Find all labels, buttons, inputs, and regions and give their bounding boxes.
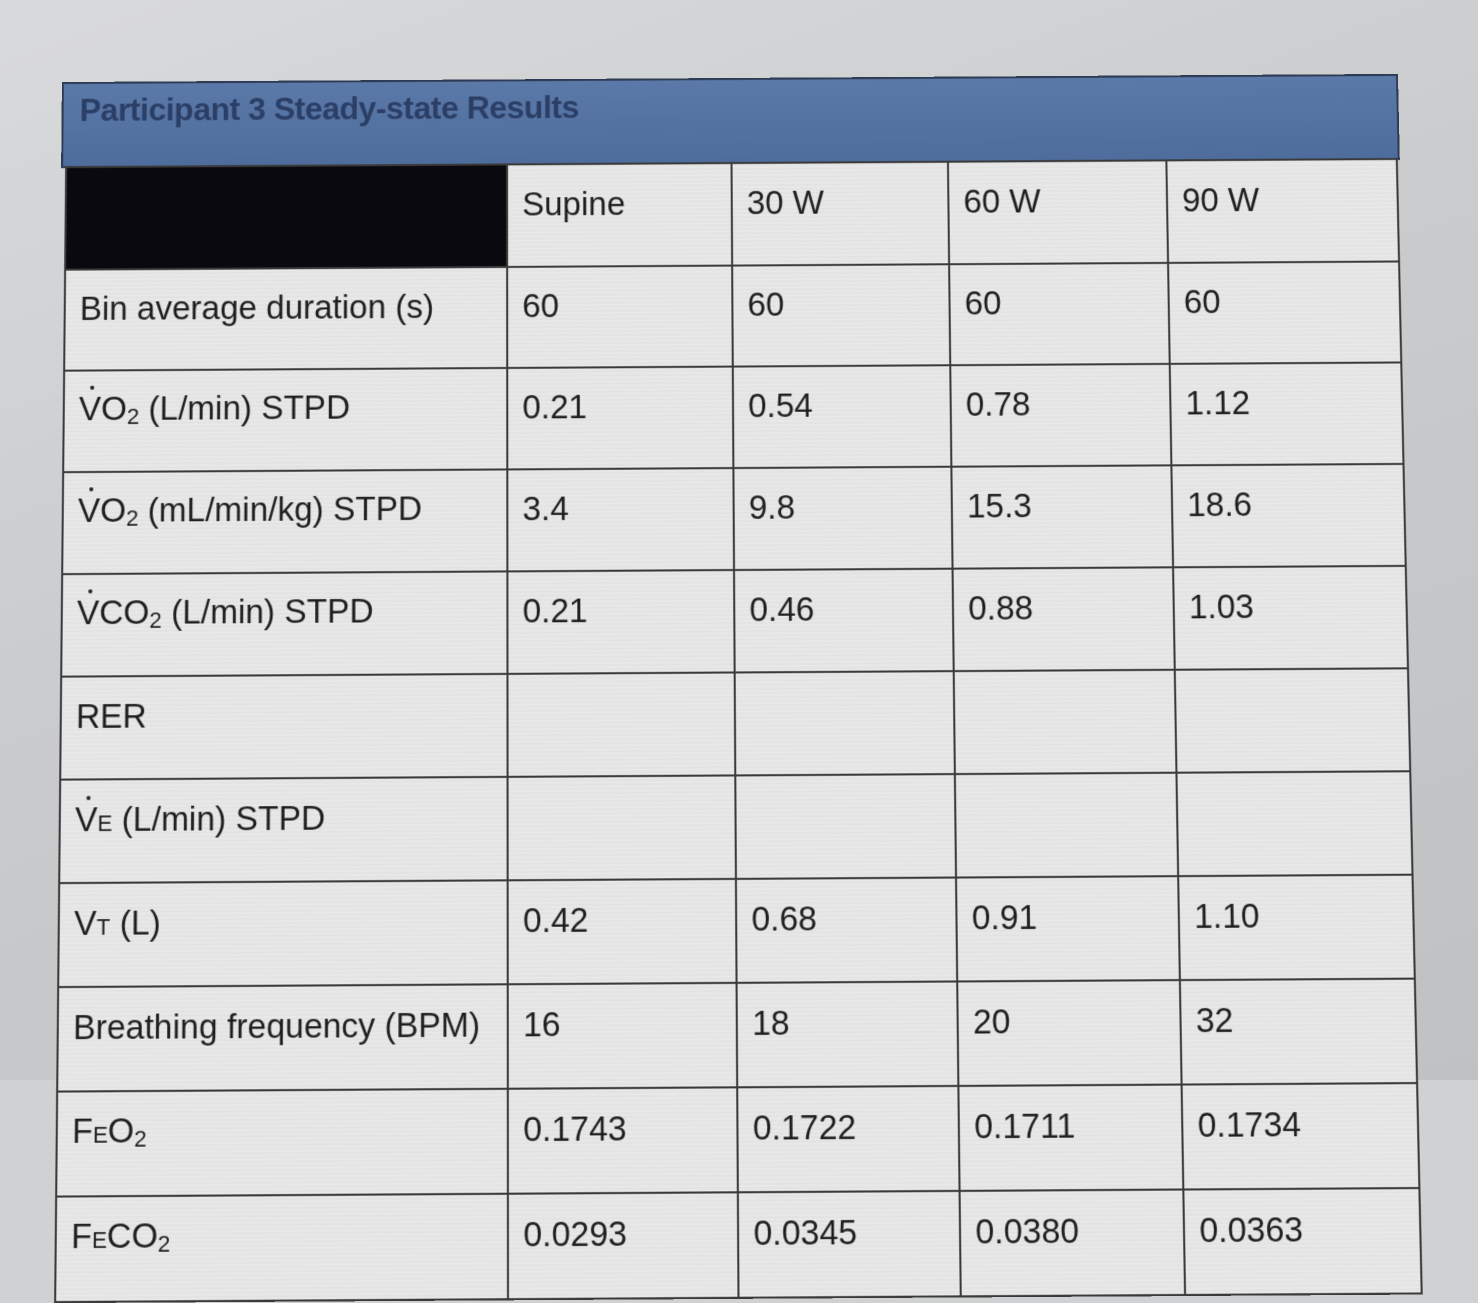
- cell-value: [507, 672, 735, 776]
- cell-value: 60: [507, 266, 733, 368]
- row-label-feco2: FECO2: [55, 1194, 508, 1302]
- header-row: Supine 30 W 60 W 90 W: [65, 159, 1399, 270]
- row-label-vo2-mlminkg: VO2 (mL/min/kg) STPD: [62, 469, 507, 574]
- row-label-vco2: VCO2 (L/min) STPD: [61, 571, 507, 676]
- cell-value: 0.1711: [958, 1085, 1183, 1191]
- cell-value: 9.8: [733, 467, 952, 570]
- cell-value: 60: [949, 263, 1170, 365]
- cell-value: 1.12: [1170, 362, 1404, 465]
- table-row-feo2: FEO2 0.1743 0.1722 0.1711 0.1734: [56, 1083, 1419, 1196]
- title-bar: Participant 3 Steady-state Results: [61, 74, 1400, 168]
- table-row-rer: RER: [60, 668, 1410, 779]
- row-label-feo2: FEO2: [56, 1089, 508, 1197]
- cell-value: 0.1734: [1182, 1083, 1420, 1189]
- column-header-30w: 30 W: [732, 162, 950, 266]
- cell-value: 0.0345: [738, 1191, 961, 1298]
- row-label-vt: VT (L): [58, 880, 508, 987]
- cell-value: 0.1743: [508, 1087, 738, 1193]
- table-row-breathing-frequency: Breathing frequency (BPM) 16 18 20 32: [57, 979, 1417, 1092]
- cell-value: 15.3: [951, 465, 1173, 568]
- results-table: Supine 30 W 60 W 90 W Bin average durati…: [54, 158, 1423, 1303]
- column-header-90w: 90 W: [1166, 159, 1399, 263]
- cell-value: [954, 670, 1177, 774]
- cell-value: [1175, 668, 1410, 772]
- cell-value: [955, 773, 1178, 878]
- results-sheet: Participant 3 Steady-state Results Supin…: [52, 74, 1419, 1049]
- cell-value: 20: [957, 980, 1181, 1086]
- cell-value: 0.54: [733, 365, 952, 468]
- header-corner-cell: [65, 164, 507, 269]
- cell-value: 0.0380: [960, 1190, 1185, 1297]
- column-header-60w: 60 W: [948, 160, 1168, 264]
- row-label-vo2-lmin: VO2 (L/min) STPD: [63, 368, 507, 472]
- cell-value: 0.0363: [1183, 1188, 1421, 1295]
- cell-value: 0.42: [508, 879, 737, 984]
- table-row-feco2: FECO2 0.0293 0.0345 0.0380 0.0363: [55, 1188, 1422, 1302]
- table-row-vo2-mlminkg: VO2 (mL/min/kg) STPD 3.4 9.8 15.3 18.6: [62, 464, 1406, 574]
- cell-value: 0.91: [956, 876, 1180, 981]
- row-label-breathing-frequency: Breathing frequency (BPM): [57, 984, 508, 1091]
- cell-value: [1176, 771, 1412, 876]
- table-row-vco2: VCO2 (L/min) STPD 0.21 0.46 0.88 1.03: [61, 566, 1408, 677]
- cell-value: [735, 774, 956, 879]
- cell-value: 0.21: [507, 367, 733, 470]
- cell-value: 1.03: [1173, 566, 1408, 670]
- cell-value: 0.1722: [737, 1086, 959, 1192]
- cell-value: 0.88: [953, 567, 1175, 671]
- cell-value: [735, 671, 955, 775]
- cell-value: 0.68: [736, 878, 957, 983]
- cell-value: [508, 775, 736, 880]
- table-row-vt: VT (L) 0.42 0.68 0.91 1.10: [58, 875, 1415, 987]
- table-row-vo2-lmin: VO2 (L/min) STPD 0.21 0.54 0.78 1.12: [63, 362, 1403, 472]
- cell-value: 0.78: [950, 364, 1171, 467]
- cell-value: 0.21: [507, 570, 734, 674]
- table-title: Participant 3 Steady-state Results: [80, 89, 579, 129]
- row-label-rer: RER: [60, 674, 507, 780]
- cell-value: 32: [1180, 979, 1417, 1085]
- cell-value: 18: [737, 981, 959, 1087]
- table-row-ve: VE (L/min) STPD: [59, 771, 1412, 883]
- row-label-ve: VE (L/min) STPD: [59, 777, 507, 883]
- cell-value: 3.4: [507, 468, 734, 571]
- cell-value: 16: [508, 983, 737, 1089]
- cell-value: 18.6: [1171, 464, 1405, 567]
- table-row-bin-duration: Bin average duration (s) 60 60 60 60: [64, 261, 1401, 370]
- cell-value: 0.0293: [508, 1192, 739, 1299]
- cell-value: 0.46: [734, 569, 954, 673]
- column-header-supine: Supine: [507, 163, 732, 267]
- row-label-bin-duration: Bin average duration (s): [64, 267, 507, 371]
- cell-value: 1.10: [1178, 875, 1415, 980]
- cell-value: 60: [732, 264, 950, 366]
- cell-value: 60: [1168, 261, 1401, 363]
